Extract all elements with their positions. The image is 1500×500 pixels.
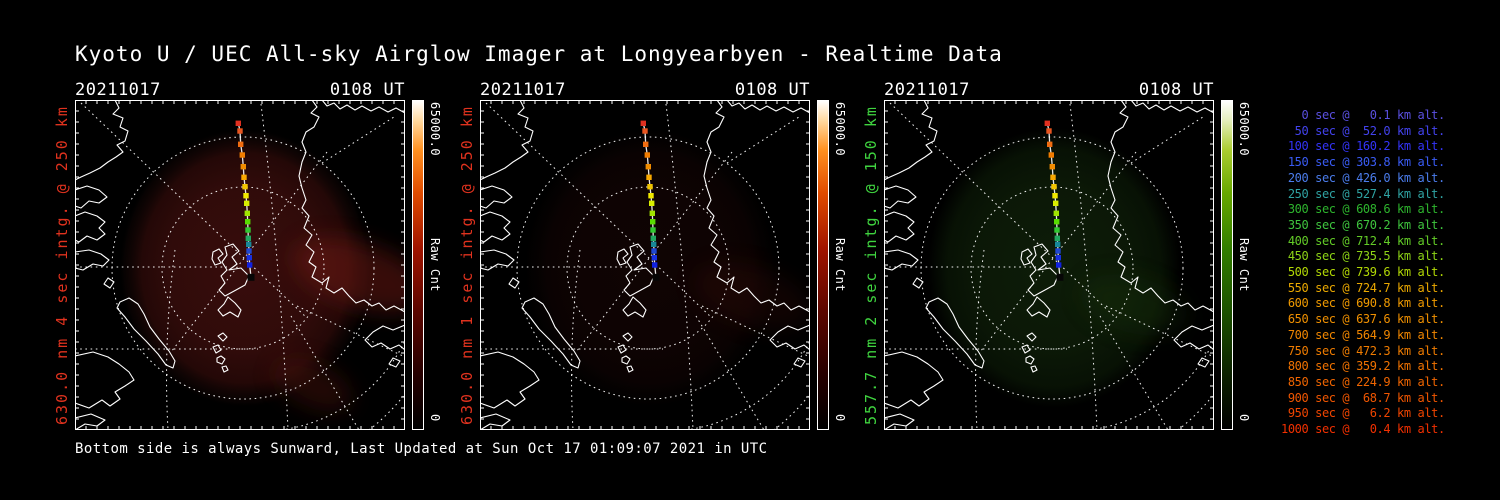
map-canvas [479, 99, 811, 431]
allsky-map [479, 99, 811, 431]
plot-frame [480, 100, 810, 430]
rocket-trajectory [235, 120, 255, 281]
colorbar [817, 100, 829, 430]
trajectory-time-altitude-legend: 0 sec @ 0.1 km alt. 50 sec @ 52.0 km alt… [1281, 108, 1445, 438]
colorbar-min-label: 0 [1237, 414, 1251, 422]
allsky-map [883, 99, 1215, 431]
legend-row: 350 sec @ 670.2 km alt. [1281, 217, 1445, 232]
allsky-map [74, 99, 428, 431]
panel-630nm-4sec: 20211017 0108 UT 630.0 nm 4 sec intg. @ … [53, 0, 485, 500]
rocket-trajectory [1044, 120, 1064, 281]
last-updated-caption: Bottom side is always Sunward, Last Upda… [75, 441, 768, 457]
colorbar-units-label: Raw Cnt [428, 237, 442, 293]
legend-row: 100 sec @ 160.2 km alt. [1281, 139, 1445, 154]
plot-frame [75, 100, 405, 430]
legend-row: 600 sec @ 690.8 km alt. [1281, 296, 1445, 311]
legend-row: 500 sec @ 739.6 km alt. [1281, 265, 1445, 280]
filter-wavelength-label: 630.0 nm 4 sec intg. @ 250 km [53, 105, 71, 425]
airglow-emission-region [524, 128, 810, 408]
panel-time: 0108 UT [329, 80, 405, 100]
plot-frame [884, 100, 1214, 430]
legend-row: 400 sec @ 712.4 km alt. [1281, 233, 1445, 248]
filter-wavelength-label: 630.0 nm 1 sec intg. @ 250 km [458, 105, 476, 425]
panel-time: 0108 UT [1138, 80, 1214, 100]
colorbar [412, 100, 424, 430]
legend-row: 750 sec @ 472.3 km alt. [1281, 343, 1445, 358]
panel-date: 20211017 [480, 80, 566, 100]
legend-row: 0 sec @ 0.1 km alt. [1281, 108, 1445, 122]
colorbar-min-label: 0 [833, 414, 847, 422]
legend-row: 200 sec @ 426.0 km alt. [1281, 170, 1445, 185]
panel-time: 0108 UT [734, 80, 810, 100]
colorbar-units-label: Raw Cnt [1237, 237, 1251, 293]
legend-row: 450 sec @ 735.5 km alt. [1281, 249, 1445, 264]
panel-date: 20211017 [884, 80, 970, 100]
rocket-trajectory [640, 120, 660, 281]
coastlines [883, 99, 1215, 431]
legend-row: 900 sec @ 68.7 km alt. [1281, 390, 1445, 405]
legend-row: 800 sec @ 359.2 km alt. [1281, 359, 1445, 374]
panel-557nm-2sec: 20211017 0108 UT 557.7 nm 2 sec intg. @ … [862, 0, 1294, 500]
legend-row: 150 sec @ 303.8 km alt. [1281, 155, 1445, 170]
legend-row: 1000 sec @ 0.4 km alt. [1281, 422, 1445, 437]
colorbar-max-label: 65000.0 [428, 102, 442, 157]
legend-row: 950 sec @ 6.2 km alt. [1281, 406, 1445, 421]
airglow-emission-region [119, 128, 428, 412]
legend-row: 550 sec @ 724.7 km alt. [1281, 280, 1445, 295]
panel-date: 20211017 [75, 80, 161, 100]
map-canvas [74, 99, 428, 431]
colorbar-max-label: 65000.0 [1237, 102, 1251, 157]
colorbar-units-label: Raw Cnt [833, 237, 847, 293]
panel-630nm-1sec: 20211017 0108 UT 630.0 nm 1 sec intg. @ … [458, 0, 890, 500]
page-title: Kyoto U / UEC All-sky Airglow Imager at … [75, 42, 1003, 66]
map-canvas [883, 99, 1215, 431]
legend-row: 850 sec @ 224.9 km alt. [1281, 374, 1445, 389]
legend-row: 50 sec @ 52.0 km alt. [1281, 123, 1446, 138]
colorbar-max-label: 65000.0 [833, 102, 847, 157]
legend-row: 700 sec @ 564.9 km alt. [1281, 327, 1445, 342]
coastlines [74, 99, 406, 431]
filter-wavelength-label: 557.7 nm 2 sec intg. @ 150 km [862, 105, 880, 425]
colorbar [1221, 100, 1233, 430]
legend-row: 300 sec @ 608.6 km alt. [1281, 202, 1445, 217]
colorbar-min-label: 0 [428, 414, 442, 422]
legend-row: 250 sec @ 527.4 km alt. [1281, 186, 1445, 201]
legend-row: 650 sec @ 637.6 km alt. [1281, 312, 1445, 327]
coastlines [479, 99, 811, 431]
airglow-emission-region [928, 128, 1188, 408]
